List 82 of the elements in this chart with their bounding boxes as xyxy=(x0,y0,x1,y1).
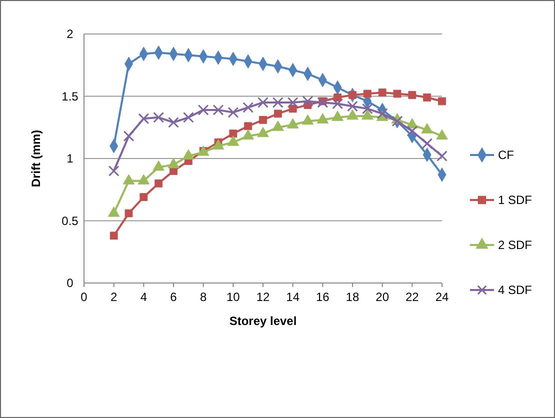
point xyxy=(436,129,448,140)
point xyxy=(406,126,418,137)
point xyxy=(242,129,254,140)
point xyxy=(123,130,134,142)
point xyxy=(168,116,179,128)
x-tick-label: 0 xyxy=(80,290,88,304)
x-axis-title: Storey level xyxy=(229,314,297,328)
point xyxy=(140,193,148,202)
legend-label: 2 SDF xyxy=(498,238,532,252)
point xyxy=(302,96,314,107)
point xyxy=(198,104,209,116)
point xyxy=(332,98,344,110)
point xyxy=(154,179,163,188)
y-tick-label: 0.5 xyxy=(62,214,79,228)
point xyxy=(362,103,373,114)
y-axis-title: Drift (mm) xyxy=(29,130,43,188)
point xyxy=(182,112,194,123)
point xyxy=(227,136,240,146)
legend-label: CF xyxy=(498,148,514,162)
point xyxy=(182,149,194,160)
x-tick-label: 24 xyxy=(435,290,449,304)
point xyxy=(436,150,448,162)
point xyxy=(422,138,433,150)
point xyxy=(316,113,329,124)
x-tick-label: 18 xyxy=(346,290,360,304)
point xyxy=(438,97,446,106)
point xyxy=(287,97,298,108)
point xyxy=(138,174,150,184)
point xyxy=(423,94,432,102)
point xyxy=(108,165,120,176)
y-tick-label: 1.5 xyxy=(62,89,79,104)
point xyxy=(286,118,299,128)
x-tick-label: 14 xyxy=(286,290,300,304)
x-tick-label: 12 xyxy=(256,290,270,304)
point xyxy=(348,91,356,99)
point xyxy=(332,110,344,121)
x-tick-label: 20 xyxy=(376,290,390,304)
point xyxy=(138,113,150,124)
point xyxy=(274,110,282,118)
point xyxy=(346,109,358,120)
point xyxy=(421,123,433,134)
point xyxy=(378,88,386,96)
point xyxy=(124,209,133,218)
point xyxy=(272,97,284,108)
point xyxy=(108,206,120,217)
x-tick-label: 8 xyxy=(200,290,207,304)
point xyxy=(393,90,402,98)
legend-label: 1 SDF xyxy=(498,193,532,208)
point xyxy=(334,94,342,102)
point xyxy=(212,139,224,150)
x-tick-label: 6 xyxy=(170,290,178,304)
point xyxy=(272,120,284,131)
point xyxy=(168,158,180,168)
point xyxy=(228,106,239,118)
point xyxy=(122,174,135,184)
y-tick-label: 0 xyxy=(66,276,74,290)
point xyxy=(347,100,358,112)
point xyxy=(153,112,164,123)
point xyxy=(212,104,224,116)
y-tick-label: 2 xyxy=(66,27,74,42)
x-tick-label: 2 xyxy=(110,290,118,304)
point xyxy=(244,122,252,130)
x-tick-label: 16 xyxy=(316,290,330,304)
point xyxy=(152,160,164,171)
point xyxy=(408,91,416,99)
point xyxy=(317,97,328,108)
point xyxy=(288,104,297,113)
point xyxy=(110,232,118,240)
x-tick-label: 22 xyxy=(405,290,420,304)
y-tick-label: 1 xyxy=(66,152,74,166)
point xyxy=(258,97,268,108)
point xyxy=(242,102,254,113)
point xyxy=(376,108,388,120)
x-tick-label: 4 xyxy=(140,290,148,304)
point xyxy=(362,109,374,120)
legend-label: 4 SDF xyxy=(498,283,532,298)
x-tick-label: 10 xyxy=(226,290,240,304)
point xyxy=(363,90,372,98)
point xyxy=(259,116,267,124)
point xyxy=(229,130,238,138)
point xyxy=(257,126,269,138)
point xyxy=(302,114,314,125)
